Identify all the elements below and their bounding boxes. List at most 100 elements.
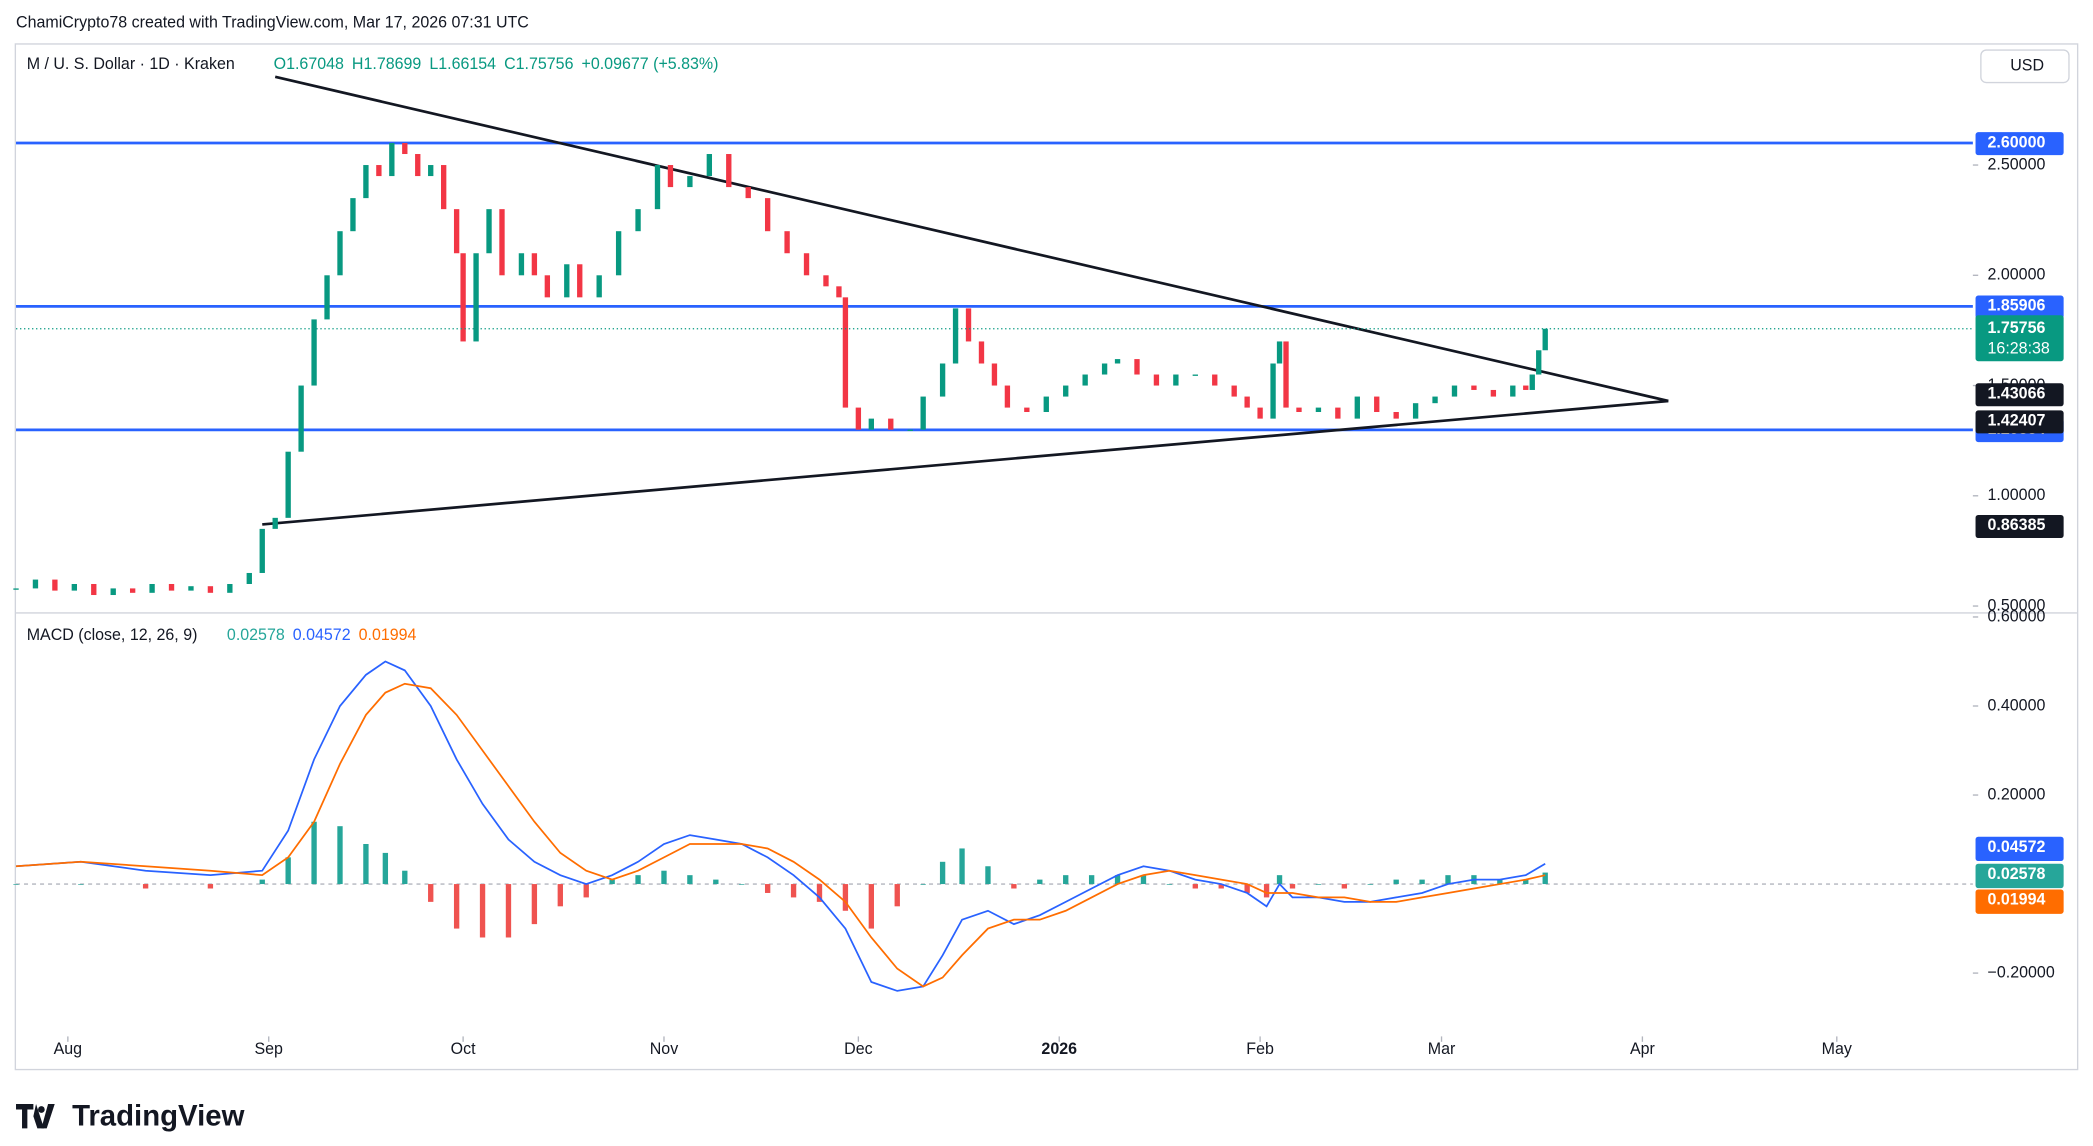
histogram-bar bbox=[1166, 884, 1173, 885]
ohlc-value: L1.66154 bbox=[429, 55, 496, 73]
candle bbox=[149, 583, 155, 593]
histogram-bar bbox=[1011, 884, 1017, 889]
currency-button[interactable] bbox=[1980, 49, 2070, 84]
histogram-bar bbox=[1542, 872, 1548, 885]
histogram-bar bbox=[661, 870, 667, 885]
candle bbox=[486, 209, 492, 254]
candle bbox=[1412, 403, 1419, 419]
x-tick-label: Apr bbox=[1630, 1040, 1656, 1058]
candle bbox=[745, 187, 751, 199]
candle bbox=[577, 264, 583, 298]
candle bbox=[952, 308, 959, 364]
candle bbox=[1335, 407, 1341, 419]
logo: TradingView bbox=[16, 1099, 245, 1132]
candle bbox=[907, 429, 913, 431]
candle bbox=[803, 253, 810, 276]
candle bbox=[285, 451, 291, 518]
brand: TradingView bbox=[72, 1099, 245, 1132]
histogram-bar bbox=[363, 843, 369, 885]
macd-tag-label: 0.02578 bbox=[1988, 865, 2046, 883]
candle bbox=[1114, 359, 1121, 364]
histogram-bar bbox=[1276, 875, 1283, 885]
frame bbox=[14, 43, 2079, 1071]
candle bbox=[544, 275, 551, 298]
histogram-bar bbox=[1367, 884, 1373, 885]
histogram-bar bbox=[13, 884, 19, 885]
candle bbox=[1374, 396, 1380, 413]
candle bbox=[188, 586, 194, 591]
candle bbox=[363, 165, 369, 199]
candle bbox=[91, 583, 97, 596]
histogram-bar bbox=[635, 875, 641, 885]
y-tick-label: 0.20000 bbox=[1988, 785, 2046, 803]
candle bbox=[764, 198, 771, 232]
histogram-bar bbox=[1037, 879, 1043, 885]
histogram-bar bbox=[207, 884, 214, 889]
candle bbox=[1153, 374, 1160, 386]
histogram-bar bbox=[531, 884, 538, 925]
histogram-bar bbox=[764, 884, 771, 893]
macd-line bbox=[15, 660, 1546, 992]
macd-tag-label: 0.04572 bbox=[1988, 838, 2046, 856]
histogram-bar bbox=[1393, 879, 1399, 885]
histogram-bar bbox=[790, 884, 797, 898]
logo-mark bbox=[41, 1104, 55, 1129]
histogram-bar bbox=[1114, 875, 1121, 885]
histogram-bar bbox=[609, 879, 615, 885]
candle bbox=[1082, 374, 1088, 386]
level-tag-label: 2.60000 bbox=[1988, 133, 2046, 151]
candle bbox=[110, 588, 116, 596]
y-tick-label: 2.00000 bbox=[1988, 265, 2046, 283]
candle bbox=[1471, 385, 1477, 390]
trend-tag bbox=[1975, 383, 2064, 407]
y-tick-label: 2.50000 bbox=[1988, 155, 2046, 173]
candle bbox=[726, 154, 732, 188]
macd-legend-value: 0.02578 bbox=[227, 626, 285, 644]
level-tag-label: 1.85906 bbox=[1988, 297, 2046, 315]
histogram-bar bbox=[687, 875, 693, 885]
trendline bbox=[274, 75, 1669, 403]
candle bbox=[706, 154, 713, 177]
y-tick-label: −0.20000 bbox=[1988, 963, 2055, 981]
candle bbox=[298, 385, 304, 452]
candle bbox=[499, 209, 505, 276]
ohlc-value: O1.67048 bbox=[274, 55, 344, 73]
candle bbox=[1192, 374, 1198, 376]
histogram-bar bbox=[285, 857, 291, 885]
histogram-bar bbox=[1497, 879, 1503, 885]
x-tick-label: Aug bbox=[54, 1040, 82, 1058]
currency[interactable]: USD bbox=[2010, 56, 2044, 74]
macd-tag-label: 0.01994 bbox=[1988, 890, 2046, 908]
histogram-bar bbox=[1140, 875, 1147, 885]
candle bbox=[667, 165, 674, 188]
y-tick-label: 1.00000 bbox=[1988, 486, 2046, 504]
candle bbox=[272, 517, 278, 529]
candle bbox=[207, 586, 214, 593]
histogram-bar bbox=[1289, 884, 1296, 889]
x-tick-label: 2026 bbox=[1041, 1040, 1077, 1058]
histogram-bar bbox=[1244, 884, 1250, 893]
candle bbox=[1529, 374, 1535, 390]
trend-tag-label: 1.43066 bbox=[1988, 384, 2046, 402]
x-tick-label: Dec bbox=[844, 1040, 872, 1058]
candle bbox=[1101, 363, 1108, 375]
candle bbox=[71, 583, 78, 591]
y-tick-label: 0.50000 bbox=[1988, 596, 2046, 614]
x-tick-label: Feb bbox=[1246, 1040, 1274, 1058]
candle bbox=[784, 231, 790, 254]
candle bbox=[13, 588, 19, 590]
candle bbox=[324, 275, 330, 320]
candle bbox=[473, 253, 479, 342]
histogram-bar bbox=[1315, 884, 1322, 885]
candle bbox=[1276, 341, 1283, 364]
histogram-bar bbox=[959, 848, 965, 885]
histogram-bar bbox=[1192, 884, 1198, 889]
candle bbox=[1542, 328, 1548, 351]
macd-line bbox=[15, 682, 1546, 988]
macd-title: MACD (close, 12, 26, 9) bbox=[27, 626, 198, 644]
histogram-bar bbox=[713, 879, 719, 885]
histogram-bar bbox=[259, 879, 265, 885]
candle bbox=[531, 253, 538, 276]
